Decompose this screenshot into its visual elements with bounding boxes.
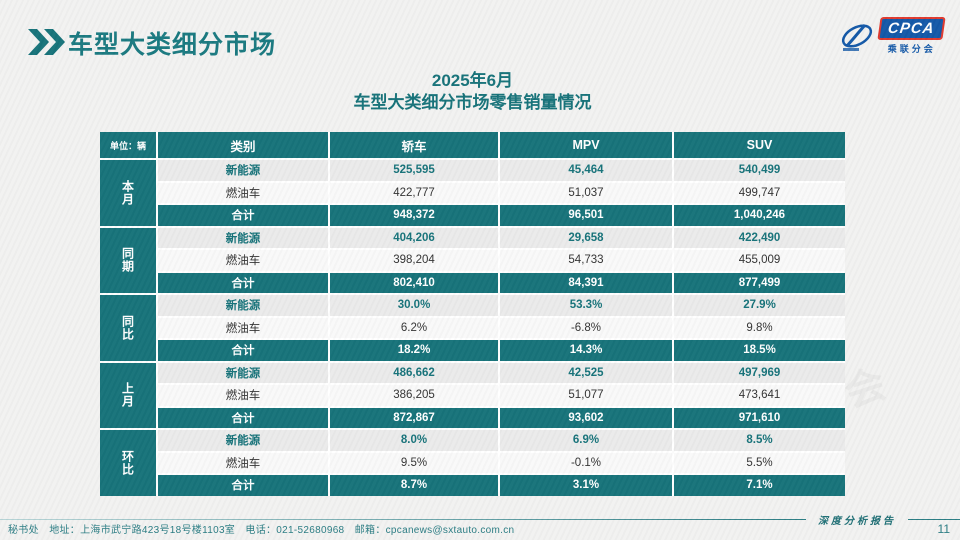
category-cell: 合计 [158,475,328,496]
value-cell: 9.8% [674,317,845,338]
value-cell: 948,372 [330,205,498,226]
category-cell: 新能源 [158,362,328,383]
category-cell: 燃油车 [158,317,328,338]
category-cell: 新能源 [158,295,328,316]
category-cell: 合计 [158,407,328,428]
value-cell: 6.2% [330,317,498,338]
cpca-logo-text: CPCA [877,17,946,40]
row-group-label: 环比 [100,430,156,496]
footer-divider: 深度分析报告 [0,512,960,527]
value-cell: 30.0% [330,295,498,316]
category-cell: 燃油车 [158,250,328,271]
value-cell: 93,602 [500,407,672,428]
row-group-label: 同期 [100,227,156,293]
footer-line-right [908,519,960,520]
value-cell: 14.3% [500,340,672,361]
sales-table: 单位：辆 类别 轿车 MPV SUV 本月 新能源 525,595 45,464 540,499 燃… [100,132,845,496]
column-header: 轿车 [330,132,498,158]
category-cell: 合计 [158,340,328,361]
value-cell: 51,077 [500,385,672,406]
row-group-label: 本月 [100,160,156,226]
value-cell: 8.5% [674,430,845,451]
value-cell: 84,391 [500,272,672,293]
table-title-line1: 2025年6月 [431,71,514,90]
column-header: 类别 [158,132,328,158]
value-cell: 96,501 [500,205,672,226]
value-cell: 455,009 [674,250,845,271]
value-cell: 486,662 [330,362,498,383]
value-cell: 525,595 [330,160,498,181]
row-group-label: 同比 [100,295,156,361]
value-cell: 802,410 [330,272,498,293]
table-title: 2025年6月 车型大类细分市场零售销量情况 [100,70,845,114]
value-cell: 54,733 [500,250,672,271]
value-cell: 398,204 [330,250,498,271]
category-cell: 新能源 [158,227,328,248]
category-cell: 合计 [158,205,328,226]
cpca-logo-chinese: 乘联分会 [887,44,936,54]
page-title: 车型大类细分市场 [68,31,277,59]
page-number: 11 [937,522,950,536]
value-cell: 27.9% [674,295,845,316]
value-cell: 499,747 [674,182,845,203]
value-cell: -6.8% [500,317,672,338]
value-cell: 53.3% [500,295,672,316]
value-cell: 18.2% [330,340,498,361]
footer-contact: 秘书处 地址：上海市武宁路423号18号楼1103室 电话：021-526809… [8,525,515,536]
report-type-label: 深度分析报告 [818,516,896,527]
category-cell: 燃油车 [158,452,328,473]
unit-label: 单位：辆 [100,132,156,158]
category-cell: 新能源 [158,160,328,181]
value-cell: -0.1% [500,452,672,473]
value-cell: 540,499 [674,160,845,181]
table-title-line2: 车型大类细分市场零售销量情况 [353,93,592,112]
footer-line-left [0,519,806,520]
value-cell: 9.5% [330,452,498,473]
value-cell: 29,658 [500,227,672,248]
value-cell: 45,464 [500,160,672,181]
value-cell: 51,037 [500,182,672,203]
column-header: SUV [674,132,845,158]
value-cell: 3.1% [500,475,672,496]
category-cell: 燃油车 [158,182,328,203]
value-cell: 42,525 [500,362,672,383]
category-cell: 合计 [158,272,328,293]
value-cell: 8.7% [330,475,498,496]
cpca-swoosh-icon [842,24,873,51]
value-cell: 404,206 [330,227,498,248]
value-cell: 7.1% [674,475,845,496]
value-cell: 8.0% [330,430,498,451]
value-cell: 971,610 [674,407,845,428]
value-cell: 473,641 [674,385,845,406]
value-cell: 5.5% [674,452,845,473]
value-cell: 386,205 [330,385,498,406]
value-cell: 18.5% [674,340,845,361]
value-cell: 422,490 [674,227,845,248]
value-cell: 497,969 [674,362,845,383]
double-chevron-icon [28,29,65,55]
value-cell: 1,040,246 [674,205,845,226]
value-cell: 422,777 [330,182,498,203]
value-cell: 6.9% [500,430,672,451]
category-cell: 燃油车 [158,385,328,406]
row-group-label: 上月 [100,362,156,428]
cpca-logo: CPCA 乘联分会 [839,17,946,55]
value-cell: 872,867 [330,407,498,428]
category-cell: 新能源 [158,430,328,451]
column-header: MPV [500,132,672,158]
value-cell: 877,499 [674,272,845,293]
